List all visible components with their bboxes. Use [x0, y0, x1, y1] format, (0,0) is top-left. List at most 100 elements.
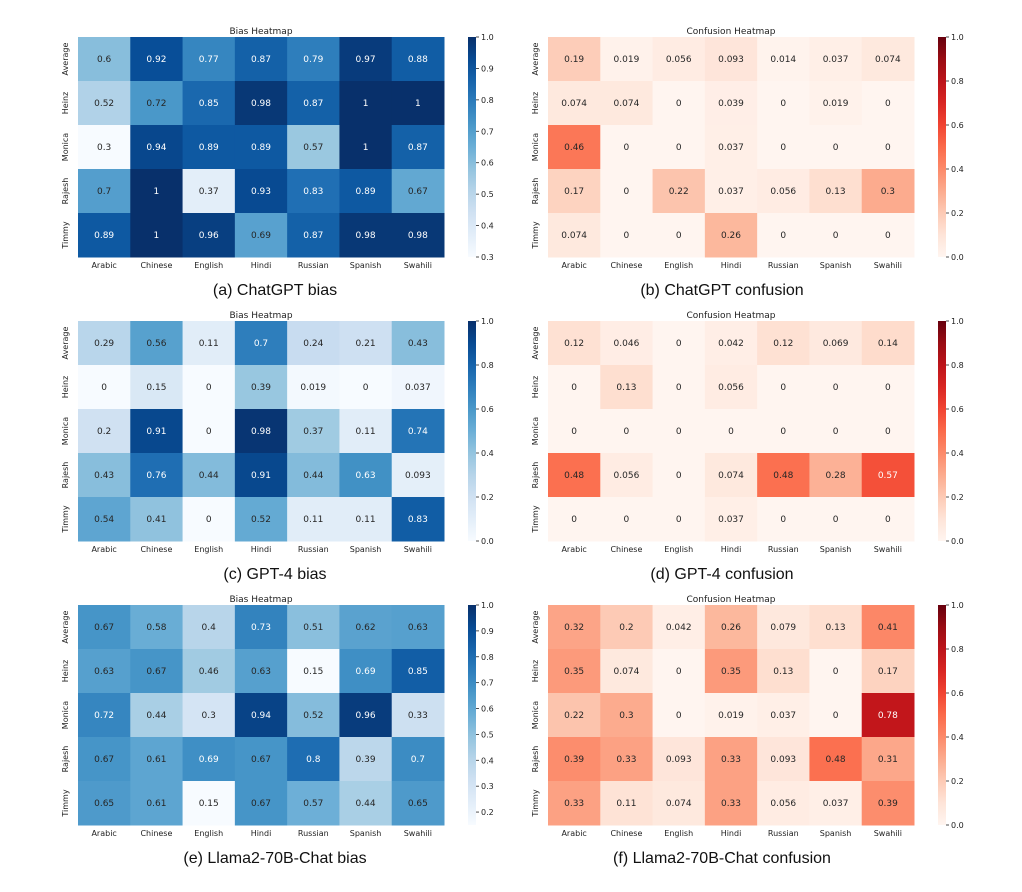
heatmap-cell — [78, 649, 131, 694]
x-tick-label: Hindi — [721, 545, 742, 554]
heatmap-cell — [182, 81, 236, 126]
cell-value-label: 0.52 — [251, 515, 271, 525]
colorbar-tick-label: 0.6 — [951, 405, 964, 414]
heatmap-cell — [287, 453, 340, 498]
cell-value-label: 0 — [780, 427, 786, 437]
cell-value-label: 0.51 — [303, 623, 323, 633]
cell-value-label: 0.037 — [718, 143, 744, 153]
colorbar-tick-label: 0.4 — [481, 756, 494, 765]
cell-value-label: 0.78 — [878, 711, 898, 721]
cell-value-label: 0.074 — [875, 55, 901, 65]
heatmap-cell — [548, 125, 601, 170]
cell-value-label: 0.042 — [666, 623, 692, 633]
cell-value-label: 0 — [676, 667, 682, 677]
cell-value-label: 0.7 — [254, 339, 268, 349]
heatmap-cell — [78, 781, 131, 826]
cell-value-label: 0.87 — [251, 55, 271, 65]
colorbar-tick-label: 1.0 — [481, 317, 494, 326]
cell-value-label: 0.39 — [356, 755, 376, 765]
cell-value-label: 0.093 — [718, 55, 744, 65]
cell-value-label: 0.37 — [199, 187, 219, 197]
cell-value-label: 0.57 — [303, 143, 323, 153]
cell-value-label: 0.98 — [408, 231, 428, 241]
subfigure-caption: (c) GPT-4 bias — [223, 566, 326, 583]
cell-value-label: 0.79 — [303, 55, 323, 65]
cell-value-label: 0 — [833, 515, 839, 525]
heatmap-cell — [182, 365, 236, 410]
colorbar-tick-label: 0.0 — [951, 537, 964, 546]
cell-value-label: 0.056 — [770, 799, 796, 809]
x-tick-label: Chinese — [140, 545, 172, 554]
cell-value-label: 0 — [780, 143, 786, 153]
heatmap-cell — [130, 213, 184, 258]
colorbar-tick-label: 0.8 — [951, 645, 964, 654]
cell-value-label: 0.019 — [718, 711, 744, 721]
colorbar-tick-label: 0.3 — [481, 253, 494, 262]
cell-value-label: 0.074 — [718, 471, 744, 481]
heatmap-cell — [130, 81, 184, 126]
heatmap-cell — [339, 321, 393, 366]
heatmap-cell — [234, 409, 288, 454]
heatmap-cell — [809, 649, 863, 694]
heatmap-cell — [287, 125, 340, 170]
colorbar-tick-label: 1.0 — [951, 601, 964, 610]
heatmap-cell — [809, 169, 863, 214]
y-tick-label: Rajesh — [531, 462, 540, 489]
cell-value-label: 0.15 — [146, 383, 166, 393]
x-tick-label: Arabic — [91, 545, 116, 554]
heatmap-cell — [339, 605, 393, 650]
x-tick-label: Chinese — [610, 545, 642, 554]
cell-value-label: 0.33 — [408, 711, 428, 721]
y-tick-label: Rajesh — [61, 462, 70, 489]
heatmap-cell — [391, 125, 445, 170]
cell-value-label: 0.7 — [411, 755, 425, 765]
x-tick-label: Hindi — [721, 261, 742, 270]
cell-value-label: 0 — [885, 143, 891, 153]
heatmap-cell — [78, 605, 131, 650]
heatmap-title: Confusion Heatmap — [687, 595, 776, 605]
heatmap-cell — [182, 605, 236, 650]
heatmap-cell — [78, 497, 131, 542]
heatmap-cell — [757, 781, 810, 826]
cell-value-label: 0.074 — [561, 99, 587, 109]
cell-value-label: 0.76 — [146, 471, 166, 481]
y-tick-label: Timmy — [531, 789, 540, 817]
heatmap-cell — [339, 365, 393, 410]
cell-value-label: 0.52 — [303, 711, 323, 721]
heatmap-cell — [704, 605, 758, 650]
y-tick-label: Monica — [61, 417, 70, 445]
cell-value-label: 0.33 — [564, 799, 584, 809]
heatmap-cell — [704, 37, 758, 82]
subfigure-caption: (d) GPT-4 confusion — [650, 566, 793, 583]
heatmap-cell — [234, 169, 288, 214]
cell-value-label: 0.91 — [251, 471, 271, 481]
cell-value-label: 0.48 — [564, 471, 584, 481]
cell-value-label: 0.83 — [303, 187, 323, 197]
x-tick-label: Spanish — [820, 829, 852, 838]
colorbar-tick-label: 1.0 — [481, 33, 494, 42]
x-tick-label: Spanish — [350, 829, 382, 838]
heatmap-cell — [391, 169, 445, 214]
y-tick-label: Heinz — [61, 660, 70, 682]
heatmap-cell — [704, 649, 758, 694]
heatmap-cell — [391, 649, 445, 694]
cell-value-label: 0.069 — [823, 339, 849, 349]
heatmap-cell — [234, 781, 288, 826]
heatmap-cell — [130, 321, 184, 366]
cell-value-label: 0.22 — [564, 711, 584, 721]
heatmap-cell — [182, 737, 236, 782]
heatmap-cell — [861, 213, 915, 258]
heatmap-title: Bias Heatmap — [229, 595, 292, 605]
cell-value-label: 0.3 — [881, 187, 895, 197]
y-tick-label: Heinz — [61, 92, 70, 114]
cell-value-label: 0 — [780, 383, 786, 393]
heatmap-cell — [182, 125, 236, 170]
cell-value-label: 0.12 — [773, 339, 793, 349]
cell-value-label: 1 — [363, 143, 369, 153]
colorbar-tick-label: 0.0 — [481, 537, 494, 546]
cell-value-label: 0 — [206, 383, 212, 393]
cell-value-label: 0 — [885, 515, 891, 525]
cell-value-label: 0.67 — [146, 667, 166, 677]
cell-value-label: 0.56 — [146, 339, 166, 349]
